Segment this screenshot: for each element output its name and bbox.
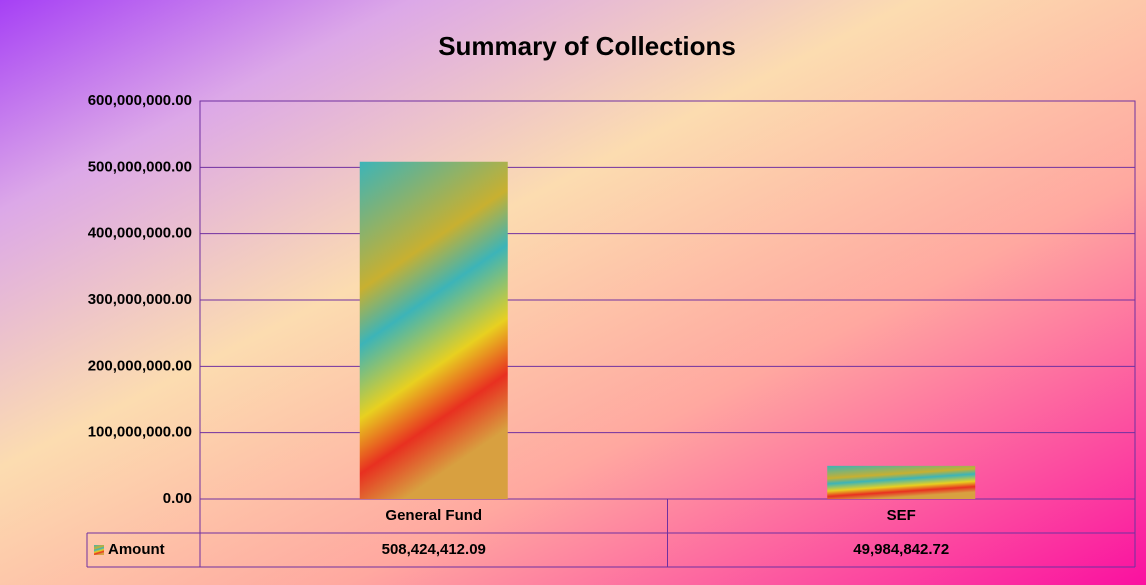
data-table-value: 49,984,842.72 (853, 541, 949, 558)
bar (827, 466, 975, 499)
bar (360, 162, 508, 499)
y-tick-label: 200,000,000.00 (88, 357, 192, 374)
x-tick-label: SEF (887, 507, 916, 524)
legend-label: Amount (108, 541, 165, 558)
y-tick-label: 400,000,000.00 (88, 225, 192, 242)
y-tick-label: 0.00 (163, 490, 192, 507)
chart-title: Summary of Collections (438, 31, 736, 61)
y-tick-label: 300,000,000.00 (88, 291, 192, 308)
data-table-value: 508,424,412.09 (382, 541, 486, 558)
chart: Summary of Collections 0.00 100,000,000.0… (0, 0, 1146, 585)
y-tick-label: 600,000,000.00 (88, 92, 192, 109)
legend-key (94, 545, 104, 555)
x-tick-label: General Fund (385, 507, 482, 524)
y-tick-label: 500,000,000.00 (88, 158, 192, 175)
y-tick-label: 100,000,000.00 (88, 424, 192, 441)
